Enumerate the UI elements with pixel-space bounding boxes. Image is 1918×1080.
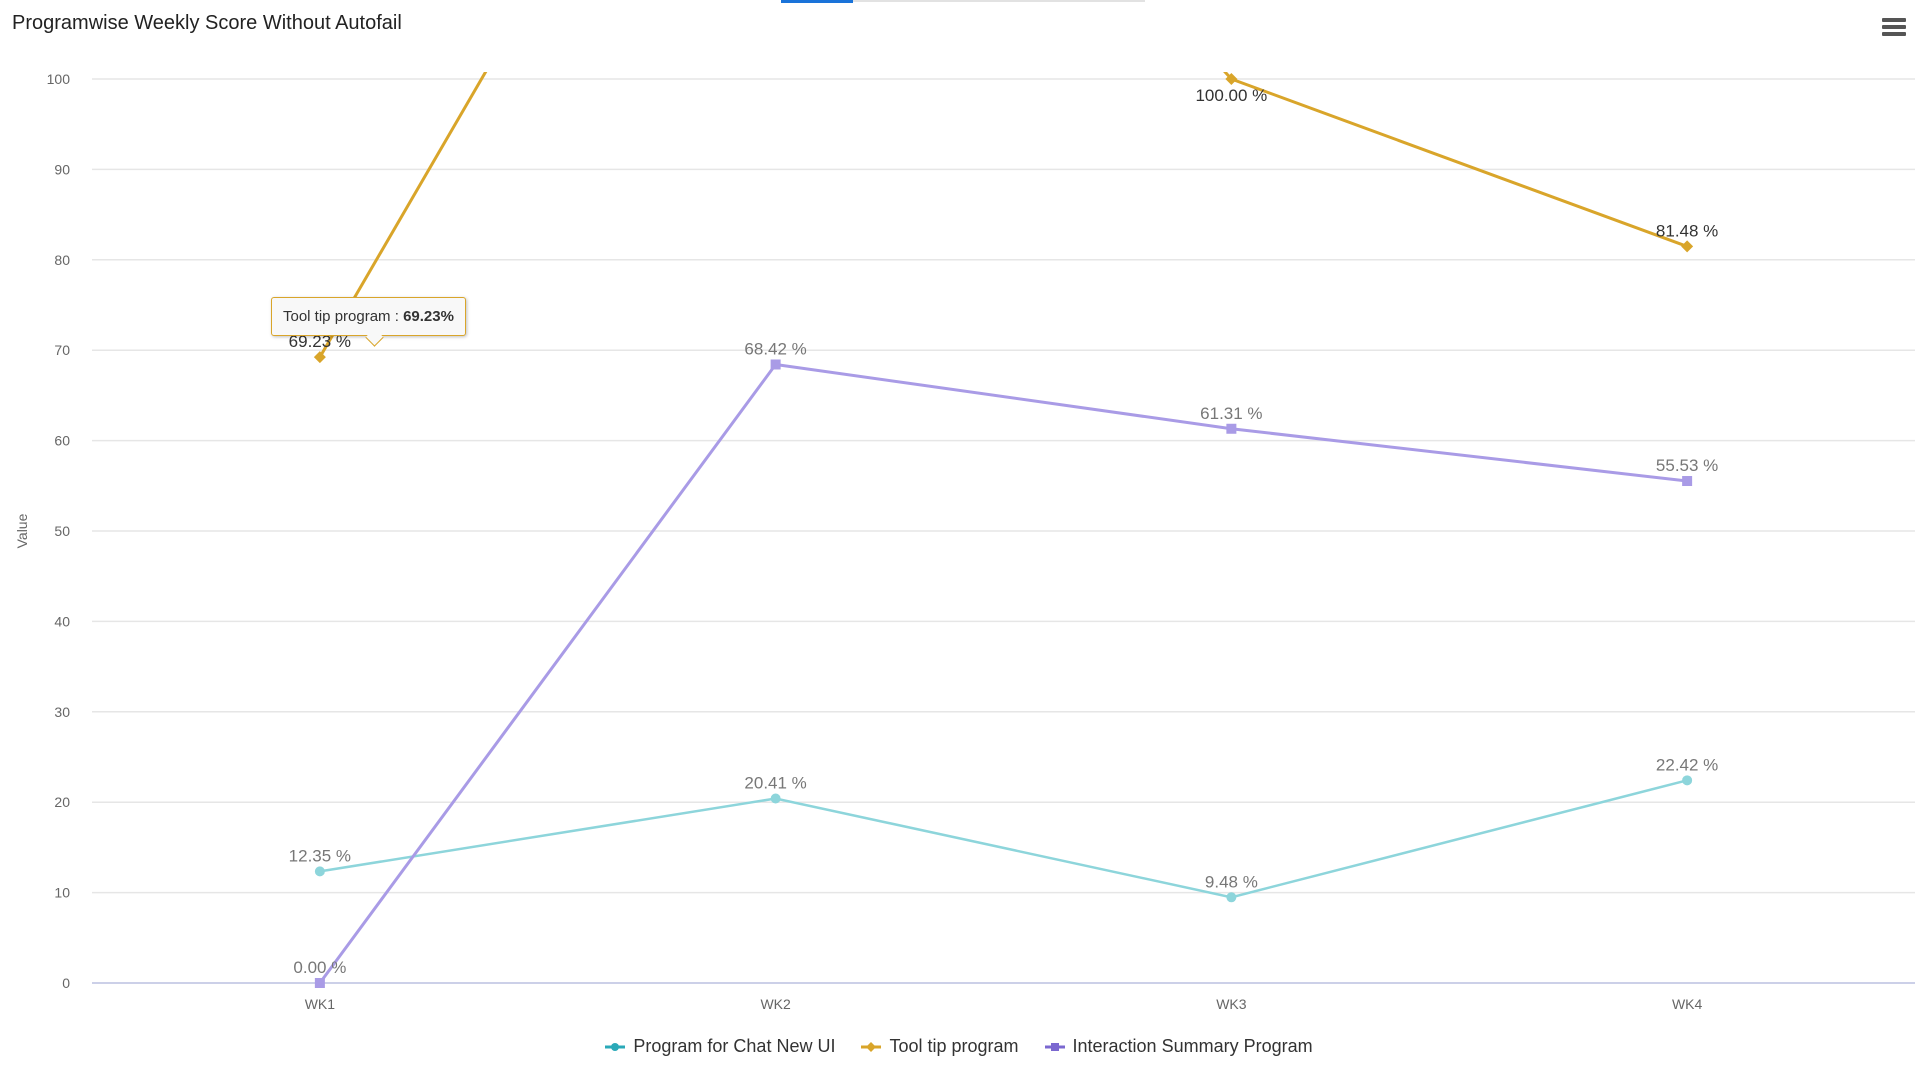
data-point[interactable] xyxy=(1226,423,1237,434)
legend-circle-icon xyxy=(605,1042,626,1051)
y-tick-label: 50 xyxy=(54,523,70,539)
tooltip-separator: : xyxy=(390,308,404,325)
legend-item[interactable]: Interaction Summary Program xyxy=(1044,1036,1313,1057)
data-point[interactable] xyxy=(1682,476,1693,487)
x-tick-label: WK1 xyxy=(305,996,336,1012)
data-point[interactable] xyxy=(313,351,326,364)
y-tick-label: 100 xyxy=(47,71,71,87)
data-label: 9.48 % xyxy=(1205,872,1258,891)
data-label: 22.42 % xyxy=(1656,755,1718,774)
y-tick-label: 90 xyxy=(54,161,70,177)
y-tick-label: 70 xyxy=(54,342,70,358)
x-tick-label: WK2 xyxy=(760,996,791,1012)
legend-item[interactable]: Program for Chat New UI xyxy=(605,1036,835,1057)
legend-marker[interactable] xyxy=(866,1041,877,1052)
x-tick-label: WK3 xyxy=(1216,996,1247,1012)
legend-label: Program for Chat New UI xyxy=(633,1036,836,1056)
y-tick-label: 10 xyxy=(54,885,70,901)
legend-label: Tool tip program xyxy=(889,1036,1019,1056)
legend-diamond-icon xyxy=(861,1041,882,1052)
y-tick-label: 20 xyxy=(54,794,70,810)
hamburger-menu-icon[interactable] xyxy=(1882,18,1906,38)
data-label: 81.48 % xyxy=(1656,221,1718,240)
tooltip-value: 69.23% xyxy=(403,308,454,325)
data-label: 69.23 % xyxy=(289,332,351,351)
tab-indicator-track xyxy=(853,0,1145,2)
data-point[interactable] xyxy=(314,978,325,988)
series-line xyxy=(318,72,1688,358)
data-point[interactable] xyxy=(1681,240,1694,253)
legend-marker[interactable] xyxy=(1050,1042,1059,1051)
series-line xyxy=(319,779,1688,899)
x-tick-label: WK4 xyxy=(1672,996,1703,1012)
y-tick-label: 30 xyxy=(54,704,70,720)
y-tick-label: 0 xyxy=(62,975,70,991)
legend-item[interactable]: Tool tip program xyxy=(861,1036,1019,1057)
legend-marker[interactable] xyxy=(611,1042,620,1051)
data-point[interactable] xyxy=(1226,892,1237,903)
data-label: 0.00 % xyxy=(293,958,346,977)
data-label: 12.35 % xyxy=(289,846,351,865)
legend-square-icon xyxy=(1044,1042,1065,1051)
legend-label: Interaction Summary Program xyxy=(1072,1036,1313,1056)
data-label: 100.00 % xyxy=(1195,86,1267,105)
y-tick-label: 40 xyxy=(54,613,70,629)
legend: Program for Chat New UI Tool tip program I… xyxy=(0,1036,1918,1057)
y-tick-label: 60 xyxy=(54,433,70,449)
y-axis-label: Value xyxy=(14,513,30,548)
data-label: 55.53 % xyxy=(1656,456,1718,475)
data-point[interactable] xyxy=(770,359,781,370)
data-label: 68.42 % xyxy=(744,339,806,358)
data-point[interactable] xyxy=(1225,73,1238,85)
data-point[interactable] xyxy=(314,866,325,877)
tooltip-series: Tool tip program xyxy=(283,308,391,325)
data-point[interactable] xyxy=(770,793,781,804)
tooltip: Tool tip program : 69.23% xyxy=(271,297,466,336)
y-tick-label: 80 xyxy=(54,252,70,268)
tab-indicator-active xyxy=(781,0,853,3)
data-point[interactable] xyxy=(1682,775,1693,786)
data-label: 20.41 % xyxy=(744,773,806,792)
series-line xyxy=(318,362,1688,984)
data-label: 61.31 % xyxy=(1200,404,1262,423)
chart-title: Programwise Weekly Score Without Autofai… xyxy=(12,12,402,34)
